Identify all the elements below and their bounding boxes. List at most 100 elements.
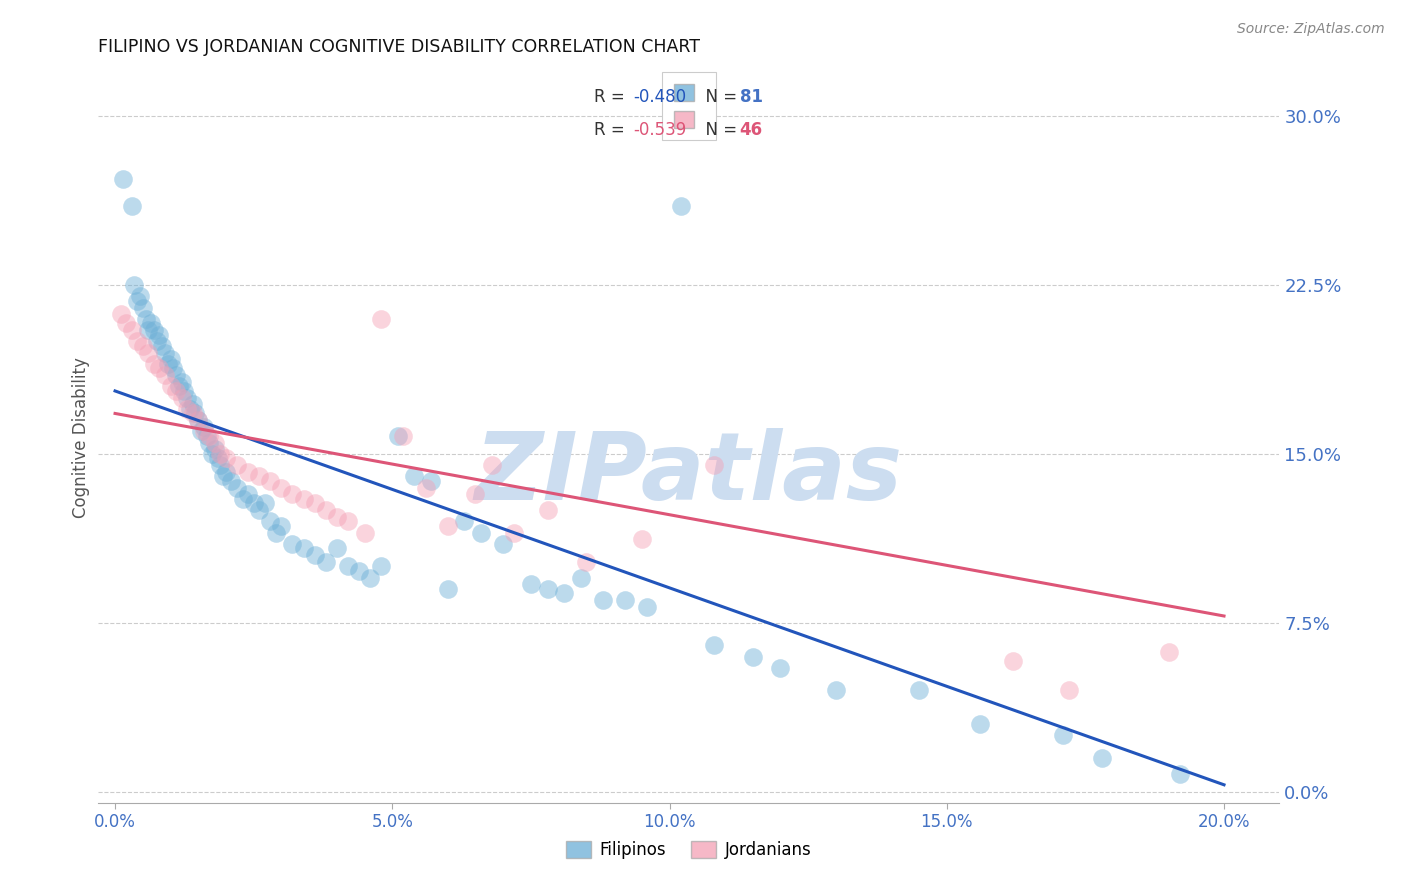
Point xyxy=(264,525,287,540)
Point xyxy=(236,465,259,479)
Point xyxy=(259,474,281,488)
Point xyxy=(121,199,143,213)
Point xyxy=(153,368,176,383)
Point xyxy=(315,503,337,517)
Point xyxy=(253,496,276,510)
Point xyxy=(181,397,204,411)
Point xyxy=(156,357,179,371)
Point xyxy=(1002,654,1025,668)
Point xyxy=(503,525,526,540)
Point xyxy=(190,425,212,439)
Point xyxy=(195,429,218,443)
Point xyxy=(165,368,187,383)
Point xyxy=(370,559,392,574)
Point xyxy=(247,503,270,517)
Point xyxy=(112,172,135,186)
Point xyxy=(187,413,209,427)
Point xyxy=(142,323,165,337)
Point xyxy=(370,312,392,326)
Point xyxy=(420,474,443,488)
Point xyxy=(232,491,254,506)
Point xyxy=(281,537,304,551)
Point xyxy=(148,327,170,342)
Point xyxy=(207,451,229,466)
Point xyxy=(165,384,187,398)
Point xyxy=(404,469,426,483)
Point xyxy=(1052,728,1074,742)
Point xyxy=(170,391,193,405)
Point xyxy=(193,425,215,439)
Legend: Filipinos, Jordanians: Filipinos, Jordanians xyxy=(558,833,820,868)
Point xyxy=(215,451,238,466)
Point xyxy=(173,384,195,398)
Text: 46: 46 xyxy=(740,121,763,139)
Point xyxy=(569,571,592,585)
Point xyxy=(221,474,243,488)
Point xyxy=(281,487,304,501)
Point xyxy=(184,407,207,421)
Point xyxy=(436,519,458,533)
Point xyxy=(110,307,132,321)
Point xyxy=(136,345,159,359)
Point xyxy=(492,537,515,551)
Point xyxy=(436,582,458,596)
Point xyxy=(703,638,725,652)
Point xyxy=(167,379,190,393)
Point xyxy=(636,599,658,614)
Point xyxy=(520,577,543,591)
Point xyxy=(150,339,173,353)
Point xyxy=(703,458,725,473)
Point xyxy=(630,533,652,547)
Text: ZIPatlas: ZIPatlas xyxy=(475,427,903,520)
Point xyxy=(121,323,143,337)
Point xyxy=(969,717,991,731)
Text: R =: R = xyxy=(595,88,630,106)
Point xyxy=(614,593,637,607)
Point xyxy=(127,334,149,349)
Point xyxy=(159,352,181,367)
Point xyxy=(132,339,155,353)
Point xyxy=(270,481,292,495)
Point xyxy=(592,593,614,607)
Point xyxy=(315,555,337,569)
Point xyxy=(415,481,437,495)
Text: N =: N = xyxy=(695,88,742,106)
Text: N =: N = xyxy=(695,121,742,139)
Point xyxy=(270,519,292,533)
Point xyxy=(204,442,226,457)
Point xyxy=(115,317,138,331)
Point xyxy=(187,413,209,427)
Point xyxy=(136,323,159,337)
Point xyxy=(209,447,232,461)
Point xyxy=(1057,683,1080,698)
Point xyxy=(139,317,162,331)
Text: 81: 81 xyxy=(740,88,762,106)
Text: -0.539: -0.539 xyxy=(634,121,686,139)
Point xyxy=(1157,645,1180,659)
Point xyxy=(741,649,763,664)
Point xyxy=(176,391,198,405)
Y-axis label: Cognitive Disability: Cognitive Disability xyxy=(72,357,90,517)
Point xyxy=(159,379,181,393)
Text: R =: R = xyxy=(595,121,630,139)
Point xyxy=(326,541,349,556)
Point xyxy=(201,447,224,461)
Point xyxy=(336,559,359,574)
Point xyxy=(124,278,146,293)
Point xyxy=(1091,751,1114,765)
Point xyxy=(209,458,232,473)
Point xyxy=(470,525,492,540)
Point xyxy=(129,289,152,303)
Point xyxy=(392,429,415,443)
Point xyxy=(247,469,270,483)
Point xyxy=(387,429,409,443)
Point xyxy=(536,582,558,596)
Point xyxy=(179,401,201,416)
Point xyxy=(769,661,792,675)
Point xyxy=(148,361,170,376)
Point xyxy=(575,555,598,569)
Point xyxy=(1168,766,1191,780)
Point xyxy=(359,571,381,585)
Point xyxy=(132,301,155,315)
Point xyxy=(212,469,235,483)
